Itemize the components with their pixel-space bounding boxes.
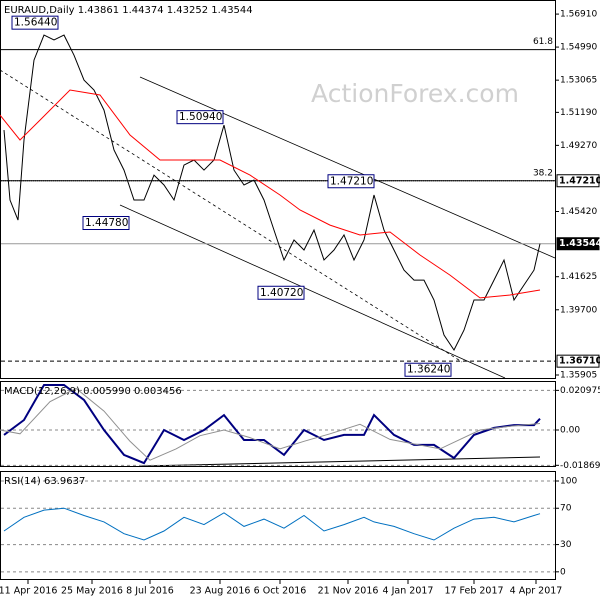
panel-title: RSI(14) 63.9637 <box>4 476 85 487</box>
panel-title: EURAUD,Daily 1.43861 1.44374 1.43252 1.4… <box>4 5 253 16</box>
y-tick-label: 70 <box>560 504 572 514</box>
y-tick-label: 0 <box>560 567 566 577</box>
x-tick-label: 4 Apr 2017 <box>510 586 563 597</box>
level-box <box>556 354 600 368</box>
y-tick-label: 100 <box>560 476 577 486</box>
x-tick-label: 11 Apr 2016 <box>0 586 57 597</box>
macd-panel <box>0 381 556 467</box>
price-panel <box>0 0 556 379</box>
annotation-label: 1.44780 <box>85 217 128 229</box>
y-tick-label: 0.020975 <box>560 386 600 396</box>
annotation-box <box>11 15 59 30</box>
x-tick-label: 25 May 2016 <box>61 586 123 597</box>
y-tick-label: 1.49270 <box>560 141 597 151</box>
channel-lower <box>119 204 506 379</box>
series-line <box>3 34 541 351</box>
series-line <box>0 89 541 299</box>
watermark: ActionForex.com <box>311 79 519 108</box>
level-label: 1.36710 <box>559 356 600 367</box>
y-tick-label: 1.54990 <box>560 43 597 53</box>
rsi-panel <box>0 471 556 580</box>
level-label: 1.43544 <box>559 238 600 249</box>
fib-label: 61.8 <box>533 37 553 47</box>
panel-title: MACD(12,26,9) 0.005990 0.003456 <box>4 386 182 397</box>
y-tick-label: 1.51190 <box>560 108 597 118</box>
annotation-label: 1.50940 <box>179 111 222 123</box>
x-tick-label: 17 Feb 2017 <box>444 586 503 597</box>
annotation-box <box>176 110 224 125</box>
x-tick-label: 4 Jan 2017 <box>383 586 434 597</box>
y-tick-label: 1.53065 <box>560 76 597 86</box>
annotation-box <box>82 216 130 231</box>
x-tick-label: 6 Oct 2016 <box>254 586 307 597</box>
annotation-box <box>327 174 375 189</box>
fib-label: 38.2 <box>533 168 553 178</box>
level-box <box>556 237 600 251</box>
series-line <box>3 384 541 465</box>
y-tick-label: -0.018693 <box>560 461 600 471</box>
annotation-label: 1.36240 <box>407 364 450 376</box>
annotation-box <box>404 362 452 377</box>
annotation-label: 1.40720 <box>260 287 303 299</box>
x-tick-label: 23 Aug 2016 <box>190 586 251 597</box>
annotation-label: 1.56440 <box>14 17 57 29</box>
level-label: 1.47210 <box>559 175 600 186</box>
trend-dashed <box>0 69 463 363</box>
y-tick-label: 1.41625 <box>560 272 597 282</box>
annotation-label: 1.47210 <box>330 175 373 187</box>
macd-support <box>141 456 541 467</box>
x-tick-label: 8 Jul 2016 <box>126 586 174 597</box>
y-tick-label: 1.39700 <box>560 305 597 315</box>
y-tick-label: 1.35905 <box>560 370 597 380</box>
y-tick-label: 1.56910 <box>560 10 597 20</box>
level-box <box>556 174 600 188</box>
series-line <box>3 507 541 541</box>
channel-upper <box>139 76 556 259</box>
y-tick-label: 30 <box>560 540 572 550</box>
annotation-box <box>257 285 305 300</box>
series-line <box>0 387 541 461</box>
x-tick-label: 21 Nov 2016 <box>318 586 379 597</box>
y-tick-label: 1.45420 <box>560 207 597 217</box>
y-tick-label: 0.00 <box>560 426 580 436</box>
